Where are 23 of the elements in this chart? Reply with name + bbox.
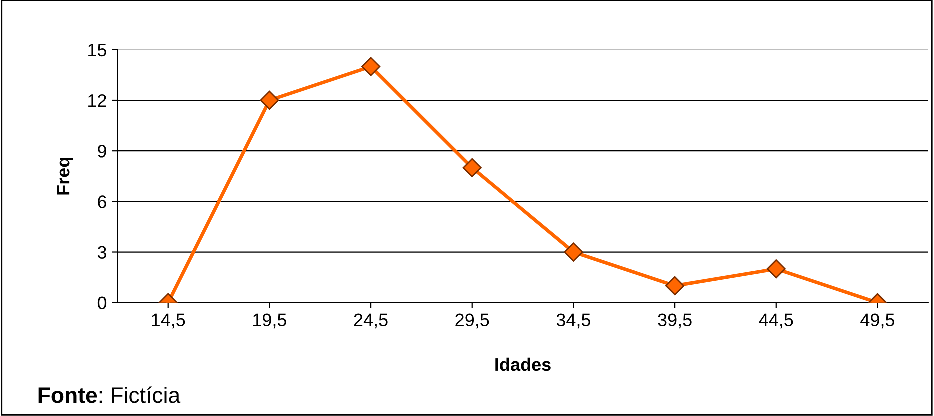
x-tick-label: 14,5 (152, 314, 186, 329)
y-axis-title: Freq (57, 158, 74, 195)
source-note: Fonte: Fictícia (38, 386, 181, 404)
x-axis-title: Idades (496, 358, 551, 372)
x-tick-label: 19,5 (254, 314, 287, 329)
x-tick-label: 49,5 (860, 314, 895, 329)
x-tick-label: 44,5 (759, 314, 794, 329)
y-tick-label: 12 (88, 94, 106, 108)
x-tick-label: 34,5 (556, 314, 591, 329)
point (462, 158, 482, 178)
y-tick-label: 6 (98, 196, 106, 208)
y-tick-label: 15 (88, 44, 107, 57)
y-tick-label: 9 (98, 145, 106, 158)
point (362, 57, 381, 76)
point (766, 260, 786, 279)
y-tick-label: 0 (98, 296, 107, 310)
x-tick-label: 29,5 (456, 314, 490, 329)
x-tick-label: 24,5 (354, 314, 388, 329)
point (260, 90, 280, 110)
y-tick-label: 3 (98, 246, 106, 259)
x-tick-label: 39,5 (658, 314, 692, 329)
point (666, 276, 685, 296)
point (564, 242, 584, 262)
